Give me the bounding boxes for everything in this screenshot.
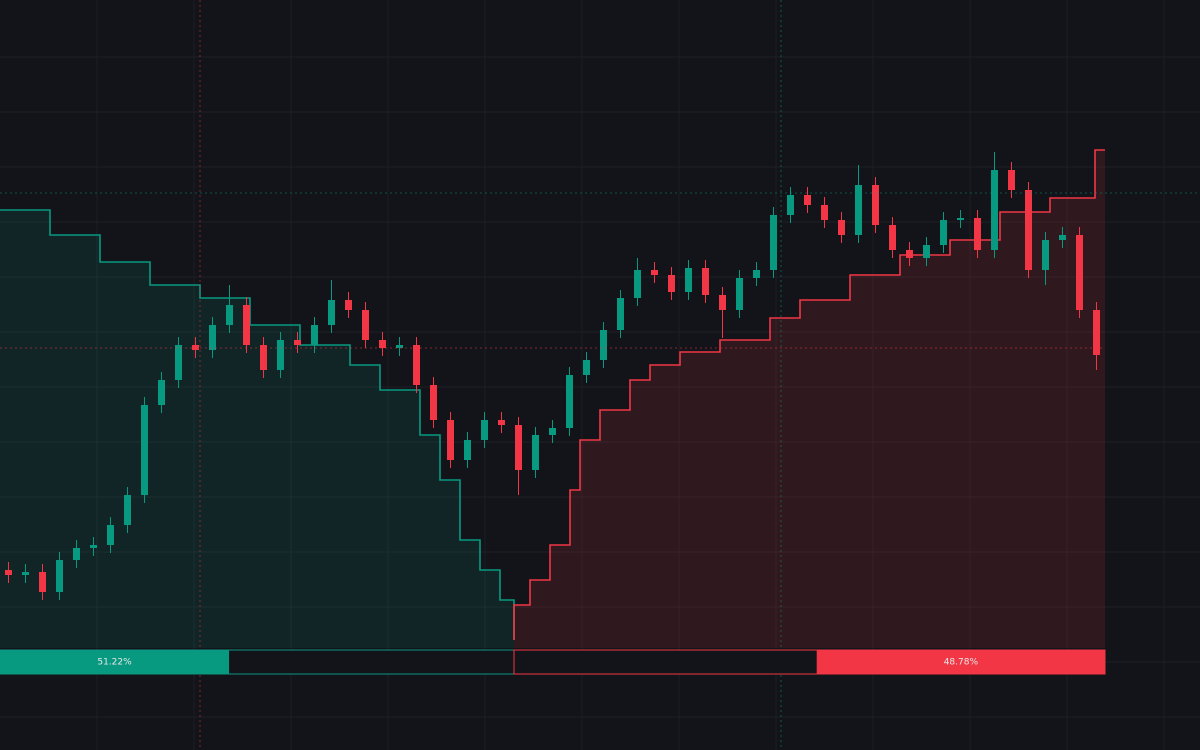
candle-body <box>838 220 845 235</box>
candle-body <box>787 195 794 215</box>
candle-body <box>90 545 97 548</box>
candle-body <box>753 270 760 278</box>
depth-line <box>0 209 515 640</box>
candle-body <box>872 185 879 225</box>
candle-body <box>515 425 522 470</box>
candle-body <box>668 275 675 292</box>
candle-body <box>770 215 777 270</box>
candle-body <box>719 295 726 310</box>
candle-body <box>5 570 12 575</box>
candles <box>5 152 1100 600</box>
depth <box>0 149 1105 648</box>
candle-body <box>991 170 998 250</box>
candle-body <box>226 305 233 325</box>
candle-body <box>396 345 403 348</box>
candle-body <box>1093 310 1100 355</box>
candle-body <box>141 405 148 495</box>
candle-body <box>821 205 828 220</box>
candle-body <box>600 330 607 360</box>
candle-body <box>209 325 216 350</box>
candle-body <box>107 525 114 545</box>
candle-body <box>1008 170 1015 190</box>
candle-body <box>566 375 573 428</box>
candle-body <box>175 345 182 380</box>
candle-body <box>413 345 420 385</box>
candle-body <box>430 385 437 420</box>
depth-area <box>0 210 514 648</box>
candle-body <box>685 268 692 292</box>
candle-body <box>855 185 862 235</box>
bid-share <box>0 650 230 674</box>
imbalance-bar: 51.22% 48.78% <box>0 649 1106 675</box>
candle-body <box>294 340 301 345</box>
ask-share-label: 48.78% <box>944 658 979 668</box>
candle-body <box>583 360 590 375</box>
candle-body <box>362 310 369 340</box>
depth-line <box>513 149 1105 640</box>
candle-body <box>158 380 165 405</box>
candle-body <box>379 340 386 348</box>
candle-body <box>56 560 63 592</box>
candle-body <box>277 340 284 370</box>
candle-body <box>940 220 947 245</box>
candle-body <box>736 278 743 310</box>
candle-body <box>1076 235 1083 310</box>
candle-body <box>957 218 964 220</box>
candle-body <box>260 345 267 370</box>
depth-area <box>514 150 1105 648</box>
bid-share-label: 51.22% <box>97 658 132 668</box>
candle-body <box>923 245 930 258</box>
candle-body <box>1025 190 1032 270</box>
candle-body <box>481 420 488 440</box>
candle-body <box>447 420 454 460</box>
candle-body <box>498 420 505 425</box>
candle-body <box>73 548 80 560</box>
candle-body <box>702 268 709 295</box>
candle-body <box>617 298 624 330</box>
candle-body <box>1042 240 1049 270</box>
ask-share <box>816 650 1105 674</box>
candle-body <box>651 270 658 275</box>
candle-body <box>549 428 556 435</box>
candle-body <box>804 195 811 205</box>
candle-body <box>22 572 29 575</box>
candle-body <box>906 250 913 258</box>
candle-body <box>124 495 131 525</box>
candle-body <box>1059 235 1066 240</box>
candle-body <box>889 225 896 250</box>
candle-body <box>974 218 981 250</box>
candle-body <box>243 305 250 345</box>
candle-body <box>345 300 352 310</box>
candle-body <box>464 440 471 460</box>
candle-body <box>328 300 335 325</box>
candle-body <box>634 270 641 298</box>
candle-body <box>39 572 46 592</box>
candle-body <box>311 325 318 345</box>
candle-body <box>532 435 539 470</box>
